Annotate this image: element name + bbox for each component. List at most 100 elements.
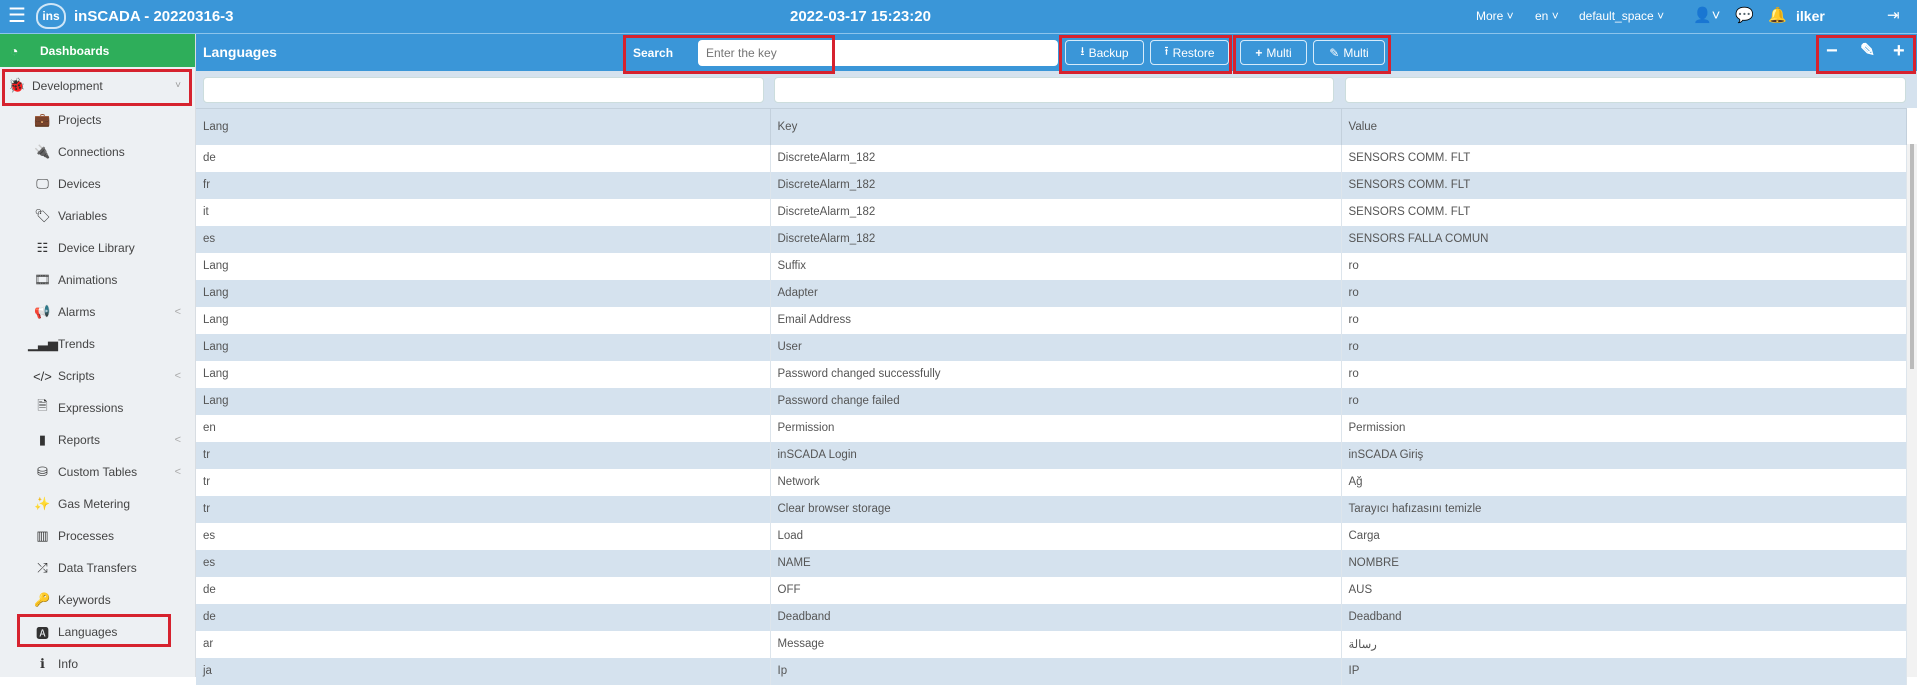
- value-filter-input[interactable]: [1345, 77, 1906, 103]
- sidebar-item-label: Info: [58, 657, 79, 671]
- table-row[interactable]: de DiscreteAlarm_182 SENSORS COMM. FLT: [196, 144, 1907, 172]
- sidebar-item-scripts[interactable]: </> Scripts <: [0, 360, 195, 392]
- sidebar-item-languages[interactable]: 🅰 Languages: [0, 616, 195, 648]
- sidebar-item-keywords[interactable]: 🔑 Keywords: [0, 584, 195, 616]
- table-row[interactable]: en Permission Permission: [196, 414, 1907, 442]
- cell-key: Network: [770, 468, 1342, 496]
- language-selector[interactable]: en ˅: [1535, 9, 1559, 23]
- add-multi-button[interactable]: + Multi: [1240, 40, 1307, 65]
- upload-icon: ⭱: [1164, 44, 1169, 58]
- table-row[interactable]: tr inSCADA Login inSCADA Giriş: [196, 441, 1907, 469]
- sitemap-icon: ☷: [36, 240, 49, 255]
- sidebar-item-processes[interactable]: ▥ Processes: [0, 520, 195, 552]
- hamburger-menu-icon[interactable]: ☰: [8, 5, 26, 27]
- cell-key: Permission: [770, 414, 1342, 442]
- pencil-icon[interactable]: ✎: [1860, 40, 1876, 60]
- cell-lang: Lang: [196, 360, 771, 388]
- cell-lang: de: [196, 576, 771, 604]
- column-header-lang[interactable]: Lang: [196, 108, 771, 145]
- scrollbar[interactable]: [1907, 144, 1917, 677]
- cell-lang: it: [196, 198, 771, 226]
- sidebar-item-variables[interactable]: 🏷 Variables: [0, 200, 195, 232]
- sidebar-item-alarms[interactable]: 📢 Alarms <: [0, 296, 195, 328]
- cell-key: Deadband: [770, 603, 1342, 631]
- cell-value: SENSORS COMM. FLT: [1341, 198, 1907, 226]
- bullhorn-icon: 📢: [34, 304, 51, 319]
- tags-icon: 🏷: [34, 208, 51, 223]
- table-row[interactable]: es NAME NOMBRE: [196, 549, 1907, 577]
- table-row[interactable]: Lang Email Address ro: [196, 306, 1907, 334]
- space-selector[interactable]: default_space ˅: [1579, 9, 1665, 23]
- sidebar-item-label: Reports: [58, 433, 101, 447]
- sidebar-item-label: Languages: [58, 625, 118, 639]
- cell-key: DiscreteAlarm_182: [770, 198, 1342, 226]
- user-icon[interactable]: 👤˅: [1693, 7, 1721, 24]
- sidebar-item-reports[interactable]: ▮ Reports <: [0, 424, 195, 456]
- cell-lang: es: [196, 522, 771, 550]
- column-header-key[interactable]: Key: [770, 108, 1342, 145]
- minus-icon[interactable]: −: [1826, 40, 1838, 62]
- search-input[interactable]: [698, 40, 1058, 66]
- database-icon: ⛁: [37, 464, 48, 479]
- column-header-value[interactable]: Value: [1341, 108, 1907, 145]
- sidebar-item-label: Animations: [58, 273, 118, 287]
- more-menu[interactable]: More ˅: [1476, 9, 1514, 23]
- chevron-left-icon: <: [174, 370, 181, 382]
- sidebar-item-devices[interactable]: 🖵 Devices: [0, 168, 195, 200]
- logout-icon[interactable]: ⇥: [1887, 7, 1900, 24]
- sidebar-item-custom-tables[interactable]: ⛁ Custom Tables <: [0, 456, 195, 488]
- sidebar-item-dashboards[interactable]: ◔ Dashboards: [0, 34, 195, 67]
- cell-value: SENSORS COMM. FLT: [1341, 171, 1907, 199]
- cell-lang: Lang: [196, 333, 771, 361]
- sidebar-item-device-library[interactable]: ☷ Device Library: [0, 232, 195, 264]
- cell-lang: de: [196, 144, 771, 172]
- cell-value: SENSORS FALLA COMUN: [1341, 225, 1907, 253]
- table-row[interactable]: ar Message رسالة: [196, 630, 1907, 658]
- bell-icon[interactable]: 🔔: [1768, 7, 1787, 24]
- sidebar-item-data-transfers[interactable]: ⤮ Data Transfers: [0, 552, 195, 584]
- sidebar-item-connections[interactable]: 🔌 Connections: [0, 136, 195, 168]
- table-row[interactable]: tr Clear browser storage Tarayıcı hafızası…: [196, 495, 1907, 523]
- plus-icon[interactable]: +: [1893, 40, 1905, 62]
- table-row[interactable]: de OFF AUS: [196, 576, 1907, 604]
- scrollbar-thumb[interactable]: [1910, 144, 1914, 369]
- table-row[interactable]: de Deadband Deadband: [196, 603, 1907, 631]
- username[interactable]: ilker: [1796, 8, 1825, 24]
- table-row[interactable]: it DiscreteAlarm_182 SENSORS COMM. FLT: [196, 198, 1907, 226]
- plug-icon: 🔌: [34, 144, 51, 159]
- sidebar-item-animations[interactable]: 🎞 Animations: [0, 264, 195, 296]
- chevron-left-icon: <: [174, 466, 181, 478]
- info-icon: ℹ: [40, 656, 45, 671]
- restore-button[interactable]: ⭱ Restore: [1150, 40, 1229, 65]
- table-row[interactable]: es Load Carga: [196, 522, 1907, 550]
- sidebar-item-info[interactable]: ℹ Info: [0, 648, 195, 680]
- cell-lang: ja: [196, 657, 771, 685]
- cell-value: ro: [1341, 387, 1907, 415]
- sidebar-item-trends[interactable]: ▁▃▅ Trends: [0, 328, 195, 360]
- table-row[interactable]: Lang User ro: [196, 333, 1907, 361]
- edit-multi-button[interactable]: ✎ Multi: [1313, 40, 1385, 65]
- sidebar-item-expressions[interactable]: 🗎 Expressions: [0, 392, 195, 424]
- cell-key: Ip: [770, 657, 1342, 685]
- sidebar-item-gas-metering[interactable]: ✨ Gas Metering: [0, 488, 195, 520]
- table-row[interactable]: Lang Adapter ro: [196, 279, 1907, 307]
- magic-wand-icon: ✨: [34, 496, 51, 511]
- table-row[interactable]: es DiscreteAlarm_182 SENSORS FALLA COMUN: [196, 225, 1907, 253]
- key-filter-input[interactable]: [774, 77, 1334, 103]
- backup-button[interactable]: ⭳ Backup: [1065, 40, 1144, 65]
- sidebar-item-projects[interactable]: 💼 Projects: [0, 104, 195, 136]
- table-row[interactable]: ja Ip IP: [196, 657, 1907, 685]
- chat-icon[interactable]: 💬: [1735, 7, 1754, 24]
- sidebar-item-development[interactable]: 🐞 Development ˅: [0, 67, 195, 104]
- sidebar: ◔ Dashboards 🐞 Development ˅ 💼 Projects 🔌 Conn…: [0, 34, 196, 677]
- pencil-icon: ✎: [1329, 45, 1340, 60]
- table-row[interactable]: fr DiscreteAlarm_182 SENSORS COMM. FLT: [196, 171, 1907, 199]
- table-row[interactable]: tr Network Ağ: [196, 468, 1907, 496]
- sidebar-item-label: Keywords: [58, 593, 111, 607]
- table-row[interactable]: Lang Suffix ro: [196, 252, 1907, 280]
- dashboard-icon: ◔: [10, 42, 19, 59]
- language-icon: 🅰: [35, 625, 49, 641]
- table-row[interactable]: Lang Password changed successfully ro: [196, 360, 1907, 388]
- lang-filter-input[interactable]: [203, 77, 764, 103]
- table-row[interactable]: Lang Password change failed ro: [196, 387, 1907, 415]
